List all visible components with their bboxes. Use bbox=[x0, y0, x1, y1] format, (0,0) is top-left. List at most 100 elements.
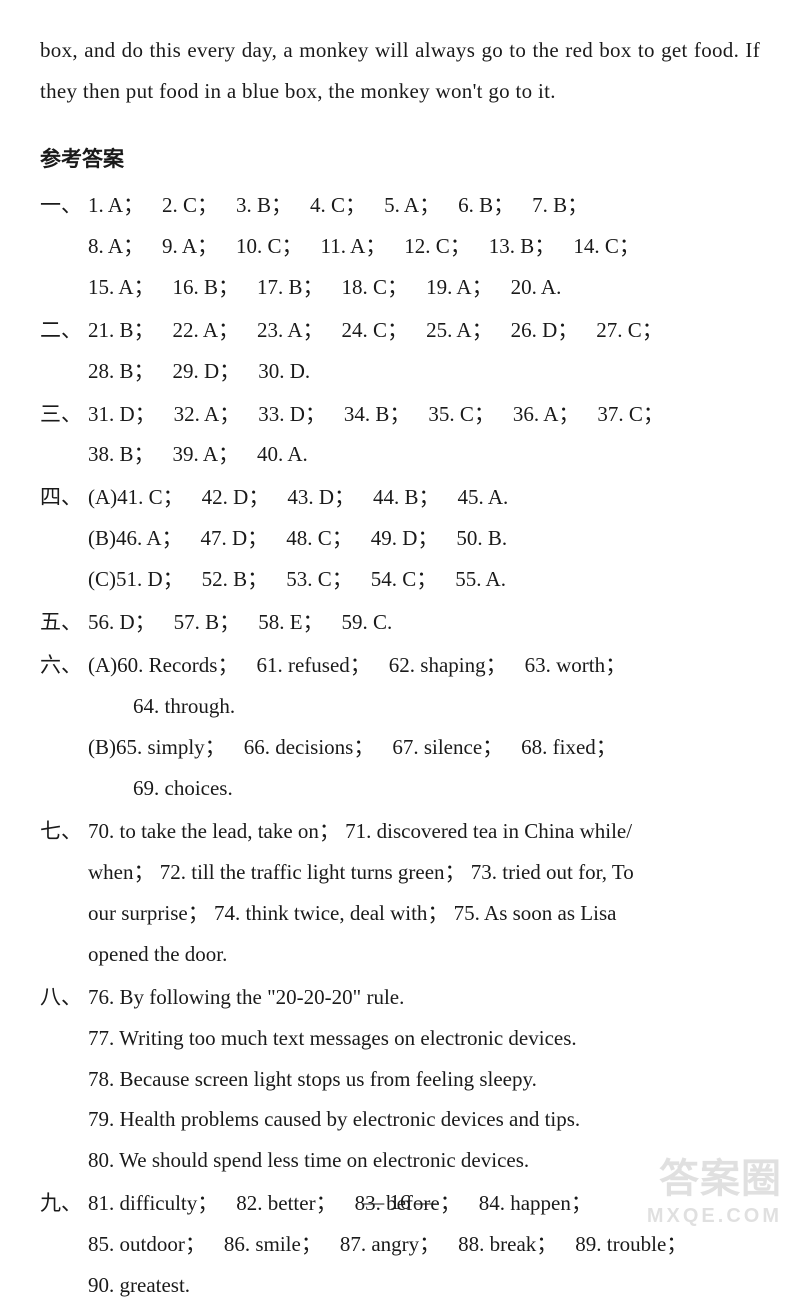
answer-item: 36. A； bbox=[513, 402, 580, 426]
answer-item: 16. B； bbox=[173, 275, 240, 299]
answer-item: 15. A； bbox=[88, 275, 155, 299]
answer-item: 58. E； bbox=[258, 610, 323, 634]
section-1: 一、 1. A；2. C；3. B；4. C；5. A；6. B；7. B； 8… bbox=[40, 185, 760, 308]
answer-item: 1. A； bbox=[88, 193, 144, 217]
section-7: 七、 70. to take the lead, take on； 71. di… bbox=[40, 811, 760, 975]
answer-item: 66. decisions； bbox=[244, 735, 375, 759]
answer-item: 4. C； bbox=[310, 193, 366, 217]
group-prefix: (A) bbox=[88, 645, 117, 686]
answer-row: 28. B； 29. D； 30. D. bbox=[88, 351, 760, 392]
answer-line: when； 72. till the traffic light turns g… bbox=[88, 852, 760, 893]
answer-item: 87. angry； bbox=[340, 1232, 440, 1256]
answer-row: 90. greatest. bbox=[88, 1265, 760, 1306]
answer-line: 78. Because screen light stops us from f… bbox=[88, 1059, 760, 1100]
answer-row: 64. through. bbox=[88, 686, 760, 727]
answer-item: 44. B； bbox=[373, 485, 440, 509]
answer-item: 37. C； bbox=[597, 402, 664, 426]
answer-item: 18. C； bbox=[342, 275, 409, 299]
section-2-body: 21. B；22. A；23. A；24. C；25. A；26. D；27. … bbox=[88, 310, 760, 392]
answer-item: 57. B； bbox=[174, 610, 241, 634]
answer-item: 19. A； bbox=[426, 275, 493, 299]
answer-item: 89. trouble； bbox=[575, 1232, 687, 1256]
answer-item: 45. A. bbox=[458, 485, 509, 509]
answer-item: 52. B； bbox=[202, 567, 269, 591]
answer-item: 33. D； bbox=[258, 402, 326, 426]
answer-item: 24. C； bbox=[342, 318, 409, 342]
answer-item: 35. C； bbox=[428, 402, 495, 426]
section-8: 八、 76. By following the "20-20-20" rule.… bbox=[40, 977, 760, 1182]
answer-row: 38. B；39. A；40. A. bbox=[88, 434, 760, 475]
intro-paragraph: box, and do this every day, a monkey wil… bbox=[40, 30, 760, 112]
answer-item: 14. C； bbox=[573, 234, 640, 258]
group-prefix: (A) bbox=[88, 477, 117, 518]
section-3: 三、 31. D；32. A；33. D；34. B；35. C；36. A；3… bbox=[40, 394, 760, 476]
section-3-label: 三、 bbox=[40, 394, 88, 435]
answer-row: 8. A；9. A；10. C；11. A；12. C；13. B；14. C； bbox=[88, 226, 760, 267]
answer-item: 38. B； bbox=[88, 442, 155, 466]
answer-item: 88. break； bbox=[458, 1232, 557, 1256]
answer-row: (B) 65. simply；66. decisions；67. silence… bbox=[88, 727, 760, 768]
answer-row: 85. outdoor； 86. smile； 87. angry； 88. brea… bbox=[88, 1224, 760, 1265]
section-1-label: 一、 bbox=[40, 185, 88, 226]
answer-item: 90. greatest. bbox=[88, 1273, 190, 1297]
answer-row: 56. D； 57. B； 58. E； 59. C. bbox=[88, 602, 760, 643]
answer-item: 42. D； bbox=[202, 485, 270, 509]
answer-row: 1. A；2. C；3. B；4. C；5. A；6. B；7. B； bbox=[88, 185, 760, 226]
answer-row: 15. A；16. B；17. B；18. C；19. A；20. A. bbox=[88, 267, 760, 308]
section-3-body: 31. D；32. A；33. D；34. B；35. C；36. A；37. … bbox=[88, 394, 760, 476]
section-6-body: (A) 60. Records；61. refused；62. shaping；… bbox=[88, 645, 760, 809]
answer-item: 61. refused； bbox=[256, 653, 370, 677]
answer-line: opened the door. bbox=[88, 934, 760, 975]
answer-item: 41. C； bbox=[117, 485, 184, 509]
answer-item: 22. A； bbox=[173, 318, 240, 342]
section-8-body: 76. By following the "20-20-20" rule. 77… bbox=[88, 977, 760, 1182]
answer-item: 25. A； bbox=[426, 318, 493, 342]
answer-item: 64. through. bbox=[133, 694, 235, 718]
answer-item: 39. A； bbox=[173, 442, 240, 466]
answer-item: 13. B； bbox=[489, 234, 556, 258]
answer-line: 70. to take the lead, take on； 71. disco… bbox=[88, 811, 760, 852]
section-1-body: 1. A；2. C；3. B；4. C；5. A；6. B；7. B； 8. A… bbox=[88, 185, 760, 308]
section-4-label: 四、 bbox=[40, 477, 88, 518]
answer-row: (B) 46. A；47. D；48. C；49. D；50. B. bbox=[88, 518, 760, 559]
answer-item: 8. A； bbox=[88, 234, 144, 258]
answer-item: 59. C. bbox=[342, 610, 393, 634]
section-2-label: 二、 bbox=[40, 310, 88, 351]
answer-item: 46. A； bbox=[116, 526, 183, 550]
answer-line: our surprise； 74. think twice, deal with… bbox=[88, 893, 760, 934]
section-2: 二、 21. B；22. A；23. A；24. C；25. A；26. D；2… bbox=[40, 310, 760, 392]
answer-item: 9. A； bbox=[162, 234, 218, 258]
answer-item: 30. D. bbox=[258, 359, 310, 383]
answer-item: 47. D； bbox=[201, 526, 269, 550]
answer-item: 20. A. bbox=[511, 275, 562, 299]
section-7-body: 70. to take the lead, take on； 71. disco… bbox=[88, 811, 760, 975]
answer-item: 6. B； bbox=[458, 193, 514, 217]
answer-item: 49. D； bbox=[371, 526, 439, 550]
answer-row: 31. D；32. A；33. D；34. B；35. C；36. A；37. … bbox=[88, 394, 760, 435]
answer-item: 2. C； bbox=[162, 193, 218, 217]
answer-item: 65. simply； bbox=[116, 735, 226, 759]
answer-item: 68. fixed； bbox=[521, 735, 617, 759]
answer-item: 26. D； bbox=[511, 318, 579, 342]
answer-row: (A) 41. C；42. D；43. D；44. B；45. A. bbox=[88, 477, 760, 518]
answer-item: 86. smile； bbox=[224, 1232, 322, 1256]
answers-heading: 参考答案 bbox=[40, 140, 760, 181]
answer-item: 12. C； bbox=[404, 234, 471, 258]
answer-item: 85. outdoor； bbox=[88, 1232, 206, 1256]
answer-item: 56. D； bbox=[88, 610, 156, 634]
section-4: 四、 (A) 41. C；42. D；43. D；44. B；45. A. (B… bbox=[40, 477, 760, 600]
answer-item: 29. D； bbox=[173, 359, 241, 383]
answer-item: 67. silence； bbox=[392, 735, 503, 759]
answer-item: 21. B； bbox=[88, 318, 155, 342]
section-4-body: (A) 41. C；42. D；43. D；44. B；45. A. (B) 4… bbox=[88, 477, 760, 600]
section-6-label: 六、 bbox=[40, 645, 88, 686]
answer-item: 5. A； bbox=[384, 193, 440, 217]
answer-item: 34. B； bbox=[344, 402, 411, 426]
answer-item: 27. C； bbox=[596, 318, 663, 342]
group-prefix: (B) bbox=[88, 518, 116, 559]
answer-item: 69. choices. bbox=[133, 776, 233, 800]
answer-item: 28. B； bbox=[88, 359, 155, 383]
answer-item: 63. worth； bbox=[525, 653, 627, 677]
answer-item: 54. C； bbox=[371, 567, 438, 591]
section-6: 六、 (A) 60. Records；61. refused；62. shapi… bbox=[40, 645, 760, 809]
